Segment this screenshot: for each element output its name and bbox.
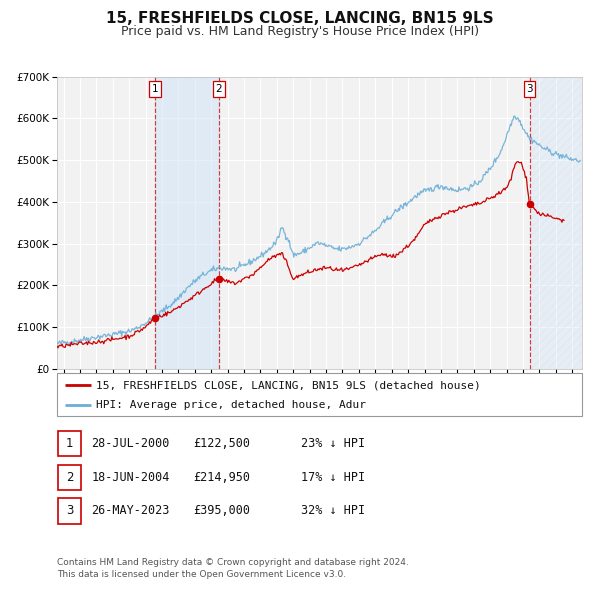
Text: 1: 1 <box>66 437 73 450</box>
Text: Contains HM Land Registry data © Crown copyright and database right 2024.
This d: Contains HM Land Registry data © Crown c… <box>57 558 409 579</box>
Text: 3: 3 <box>526 84 533 94</box>
Text: 1: 1 <box>152 84 158 94</box>
Text: £122,500: £122,500 <box>193 437 250 450</box>
Text: 15, FRESHFIELDS CLOSE, LANCING, BN15 9LS: 15, FRESHFIELDS CLOSE, LANCING, BN15 9LS <box>106 11 494 25</box>
Text: 3: 3 <box>66 504 73 517</box>
FancyBboxPatch shape <box>58 464 81 490</box>
Bar <box>155 77 219 369</box>
Text: 18-JUN-2004: 18-JUN-2004 <box>91 471 170 484</box>
FancyBboxPatch shape <box>58 431 81 457</box>
Text: 15, FRESHFIELDS CLOSE, LANCING, BN15 9LS (detached house): 15, FRESHFIELDS CLOSE, LANCING, BN15 9LS… <box>97 381 481 391</box>
Text: HPI: Average price, detached house, Adur: HPI: Average price, detached house, Adur <box>97 401 367 410</box>
Text: 2: 2 <box>215 84 222 94</box>
Text: 2: 2 <box>66 471 73 484</box>
Text: £214,950: £214,950 <box>193 471 250 484</box>
Text: 17% ↓ HPI: 17% ↓ HPI <box>301 471 365 484</box>
Text: £395,000: £395,000 <box>193 504 250 517</box>
Text: 28-JUL-2000: 28-JUL-2000 <box>91 437 170 450</box>
Text: 23% ↓ HPI: 23% ↓ HPI <box>301 437 365 450</box>
Text: Price paid vs. HM Land Registry's House Price Index (HPI): Price paid vs. HM Land Registry's House … <box>121 25 479 38</box>
Bar <box>530 77 582 369</box>
FancyBboxPatch shape <box>57 373 582 416</box>
Text: 26-MAY-2023: 26-MAY-2023 <box>91 504 170 517</box>
Text: 32% ↓ HPI: 32% ↓ HPI <box>301 504 365 517</box>
FancyBboxPatch shape <box>58 498 81 524</box>
